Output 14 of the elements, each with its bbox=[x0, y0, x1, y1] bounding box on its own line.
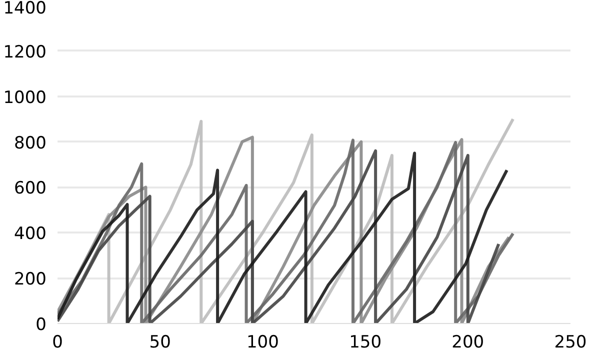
y-tick-label: 200 bbox=[14, 270, 47, 290]
y-tick-label: 1000 bbox=[3, 88, 46, 108]
y-tick-label: 800 bbox=[14, 133, 47, 154]
x-tick-label: 150 bbox=[349, 332, 382, 350]
x-tick-label: 100 bbox=[246, 332, 279, 350]
x-tick-label: 250 bbox=[554, 332, 587, 350]
x-tick-label: 0 bbox=[52, 332, 63, 350]
y-tick-label: 1200 bbox=[3, 42, 46, 62]
y-tick-label: 0 bbox=[36, 315, 47, 335]
x-tick-label: 200 bbox=[452, 332, 484, 350]
x-tick-label: 50 bbox=[149, 332, 171, 350]
y-tick-label: 600 bbox=[14, 178, 47, 199]
y-tick-label: 1400 bbox=[3, 0, 46, 18]
y-tick-label: 400 bbox=[14, 224, 47, 244]
